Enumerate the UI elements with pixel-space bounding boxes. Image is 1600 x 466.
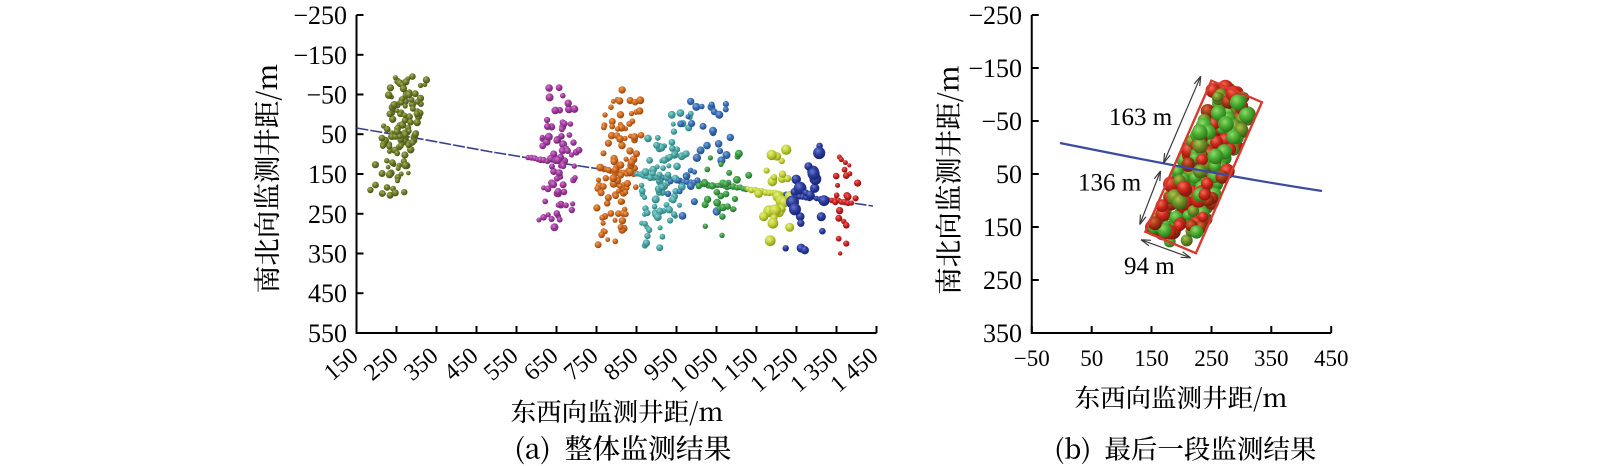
- svg-text:450: 450: [1314, 346, 1349, 371]
- svg-text:−50: −50: [981, 107, 1022, 136]
- svg-text:450: 450: [439, 343, 483, 386]
- svg-text:150: 150: [308, 160, 347, 189]
- svg-text:150: 150: [319, 343, 363, 386]
- svg-text:1 450: 1 450: [826, 343, 884, 398]
- svg-text:163 m: 163 m: [1109, 104, 1173, 131]
- svg-text:250: 250: [359, 343, 403, 386]
- svg-text:250: 250: [308, 200, 347, 229]
- svg-text:136 m: 136 m: [1078, 170, 1142, 197]
- svg-text:550: 550: [479, 343, 523, 386]
- svg-text:−150: −150: [293, 41, 347, 70]
- svg-text:−250: −250: [968, 1, 1022, 30]
- svg-text:50: 50: [996, 160, 1022, 189]
- svg-text:94 m: 94 m: [1124, 253, 1175, 280]
- svg-text:250: 250: [983, 266, 1022, 295]
- svg-text:250: 250: [1194, 346, 1229, 371]
- svg-text:−50: −50: [1014, 346, 1050, 371]
- svg-text:350: 350: [983, 319, 1022, 348]
- svg-text:750: 750: [559, 343, 603, 386]
- svg-text:150: 150: [983, 213, 1022, 242]
- svg-text:550: 550: [308, 319, 347, 348]
- svg-text:350: 350: [308, 240, 347, 269]
- svg-text:350: 350: [1254, 346, 1289, 371]
- svg-text:850: 850: [599, 343, 643, 386]
- svg-text:−250: −250: [293, 1, 347, 30]
- svg-text:450: 450: [308, 279, 347, 308]
- svg-text:−150: −150: [968, 54, 1022, 83]
- svg-text:350: 350: [399, 343, 443, 386]
- svg-text:50: 50: [1080, 346, 1103, 371]
- svg-text:150: 150: [1134, 346, 1169, 371]
- svg-text:50: 50: [321, 120, 347, 149]
- svg-text:−50: −50: [306, 81, 347, 110]
- svg-text:650: 650: [519, 343, 563, 386]
